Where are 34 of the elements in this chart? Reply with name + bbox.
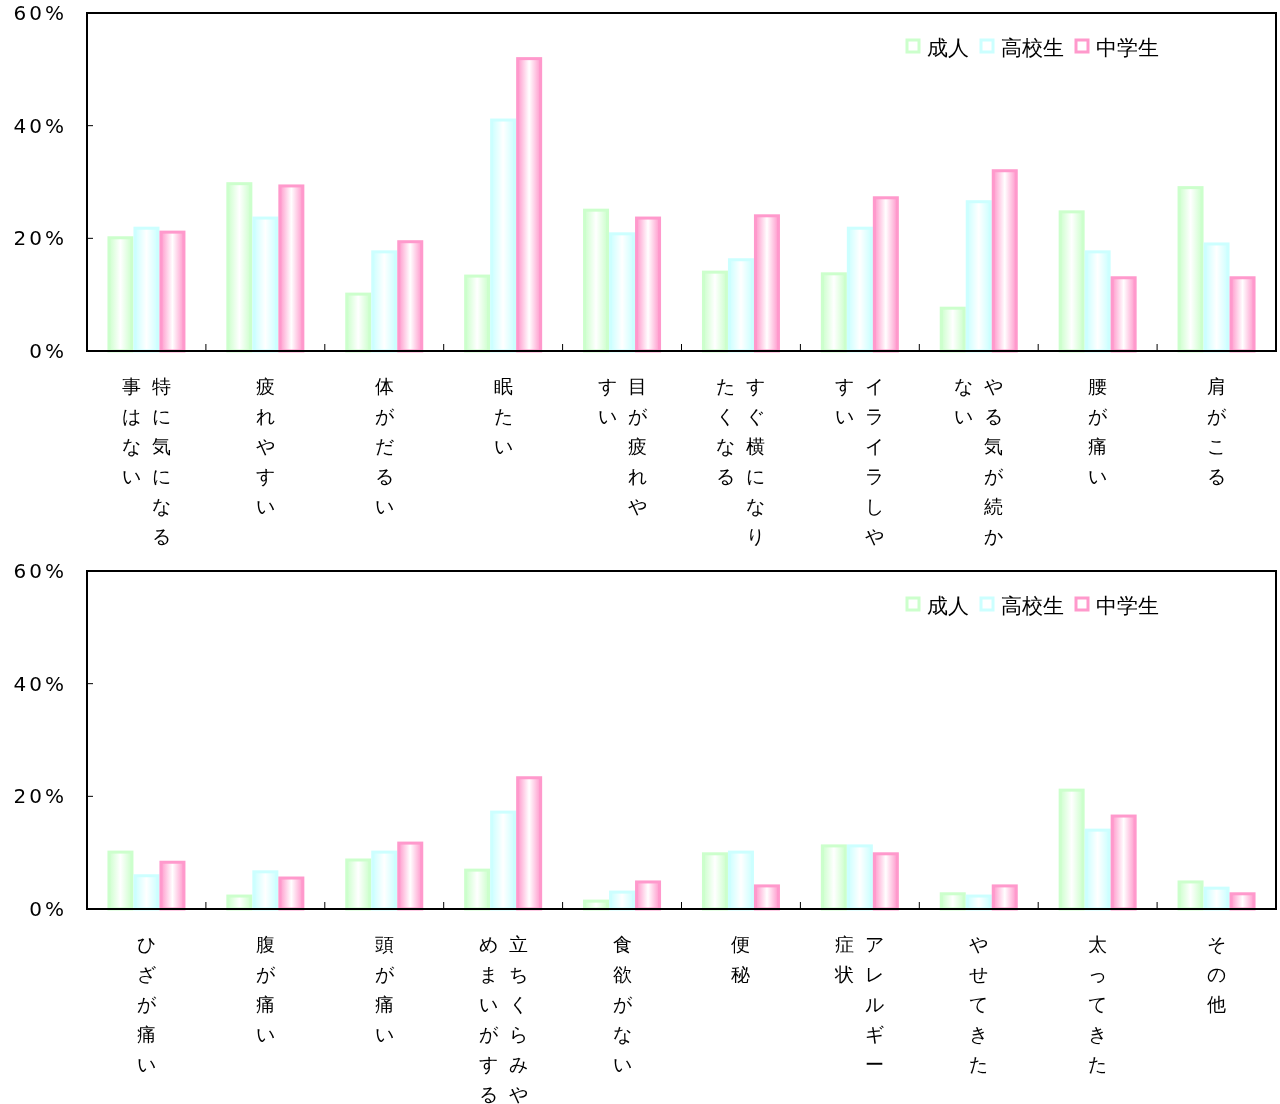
x-tick-label: 頭が痛い <box>373 932 395 1047</box>
x-tick-label: 肩がこる <box>1206 374 1228 489</box>
x-tick-label: 便秘 <box>730 932 752 987</box>
x-tick-label: 疲れやすい <box>254 374 276 519</box>
category-label: アレルギー症状 <box>835 933 885 1075</box>
category-label: 特に気になる事はない <box>121 375 171 547</box>
x-tick-label: その他 <box>1206 932 1228 1017</box>
y-tick-label: 40% <box>13 113 67 138</box>
x-tick-label: 食欲がない <box>611 932 633 1077</box>
legend-label: 高校生 <box>1001 36 1064 60</box>
y-tick-label: 60% <box>13 1 67 25</box>
y-tick-label: 20% <box>13 226 67 251</box>
category-label: 立ちくらみやめまいがする <box>478 933 528 1104</box>
x-tick-label: 眠たい <box>492 374 514 459</box>
x-tick-label: 太ってきた <box>1087 932 1109 1077</box>
x-tick-label: やせてきた <box>968 932 990 1077</box>
category-label: 目が疲れやすい <box>597 375 647 517</box>
x-tick-label: 腹が痛い <box>254 932 276 1047</box>
legend-label: 中学生 <box>1096 36 1159 60</box>
y-tick-label: 0% <box>29 339 67 363</box>
y-tick-label: 0% <box>29 897 67 921</box>
x-tick-label: 腰が痛い <box>1087 374 1109 489</box>
legend-label: 成人 <box>927 36 969 60</box>
y-tick-label: 60% <box>13 559 67 583</box>
category-label: すぐ横になりたくなる <box>716 375 766 547</box>
category-label: イライラしやすい <box>835 375 885 547</box>
y-tick-label: 40% <box>13 671 67 696</box>
legend-label: 成人 <box>927 594 969 618</box>
legend-label: 中学生 <box>1096 594 1159 618</box>
category-label: やる気が続かない <box>954 375 1004 547</box>
x-tick-label: 体がだるい <box>373 374 395 519</box>
legend-label: 高校生 <box>1001 594 1064 618</box>
y-tick-label: 20% <box>13 784 67 809</box>
x-tick-label: ひざが痛い <box>135 932 157 1077</box>
